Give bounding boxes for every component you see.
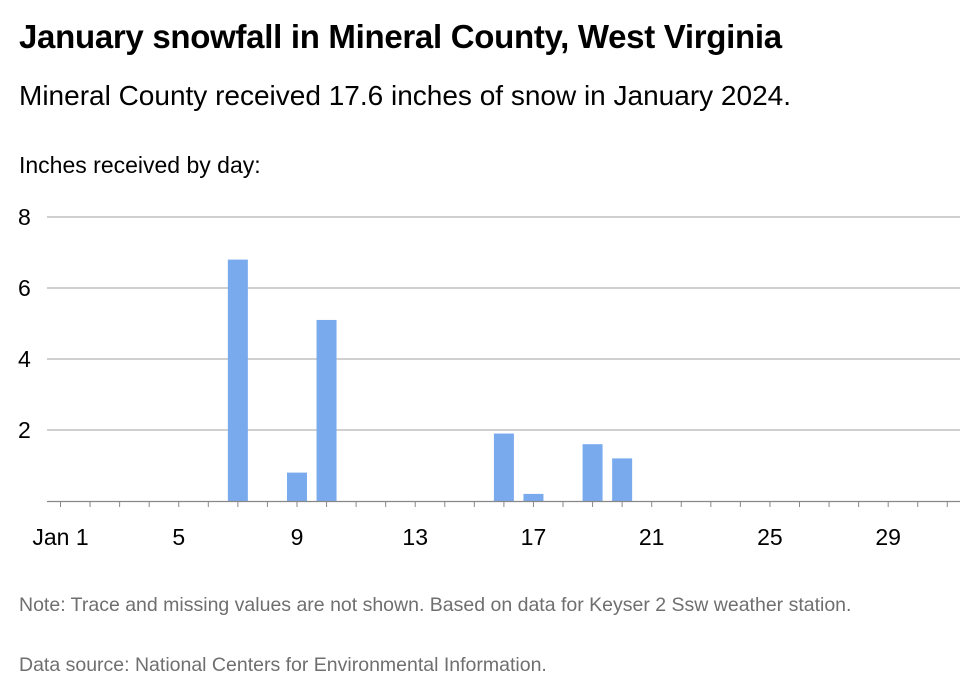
bar-chart: 2 4 6 8 Jan 1 5 9 13 17 21 25 29: [18, 204, 960, 550]
x-tick-label: 17: [521, 524, 547, 550]
x-tick-label: 21: [639, 524, 665, 550]
x-tick-label: 5: [172, 524, 185, 550]
y-axis-caption: Inches received by day:: [19, 152, 261, 178]
bars: [227, 259, 633, 501]
bar-day-10: [316, 319, 337, 501]
x-tick-label: 29: [875, 524, 901, 550]
chart-note: Note: Trace and missing values are not s…: [19, 594, 852, 616]
y-tick-label: 6: [18, 275, 31, 301]
chart-subtitle: Mineral County received 17.6 inches of s…: [19, 80, 791, 111]
bar-day-9: [286, 472, 307, 501]
bar-day-17: [523, 493, 544, 501]
y-tick-label: 2: [18, 417, 31, 443]
x-tick-label: 13: [402, 524, 428, 550]
y-tick-label: 8: [18, 204, 31, 230]
chart-title: January snowfall in Mineral County, West…: [19, 18, 782, 55]
x-tick-label: 25: [757, 524, 783, 550]
bar-day-20: [612, 458, 633, 501]
x-tick-label: 9: [291, 524, 304, 550]
data-source: Data source: National Centers for Enviro…: [19, 654, 547, 676]
x-tick-label: Jan 1: [32, 524, 88, 550]
bar-day-7: [227, 259, 248, 501]
y-tick-label: 4: [18, 346, 31, 372]
x-axis: [47, 500, 960, 507]
y-axis-labels: 2 4 6 8: [18, 204, 31, 443]
x-axis-labels: Jan 1 5 9 13 17 21 25 29: [32, 524, 901, 550]
gridlines: [47, 216, 960, 431]
bar-day-16: [493, 433, 514, 501]
bar-day-19: [582, 444, 603, 501]
